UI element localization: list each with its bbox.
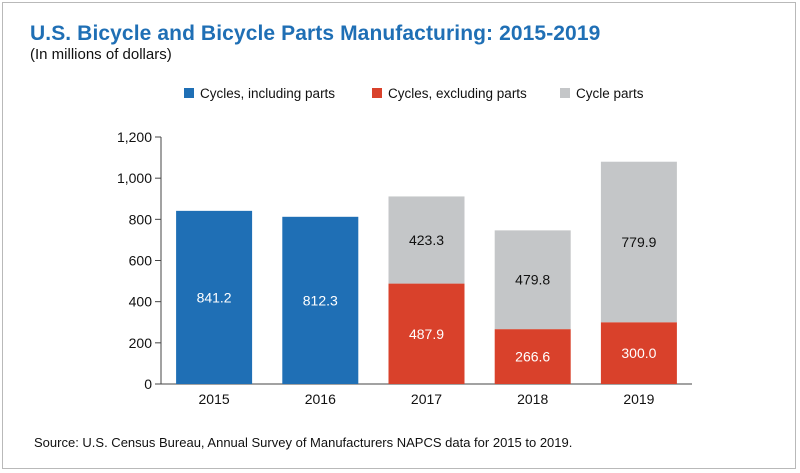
y-tick-label: 800: [129, 211, 153, 227]
y-tick-label: 0: [144, 376, 152, 392]
x-tick-label: 2018: [517, 391, 548, 407]
legend-swatch: [184, 88, 194, 98]
chart-subtitle: (In millions of dollars): [30, 46, 172, 63]
legend-swatch: [372, 88, 382, 98]
y-tick-label: 1,200: [117, 129, 152, 145]
bar-segment: [600, 322, 677, 384]
data-label: 779.9: [621, 234, 656, 250]
chart-title: U.S. Bicycle and Bicycle Parts Manufactu…: [30, 22, 601, 45]
x-tick-label: 2019: [623, 391, 654, 407]
bar-segment: [494, 329, 571, 384]
bar-segment: [282, 216, 359, 384]
y-tick-label: 400: [129, 294, 153, 310]
source-note: Source: U.S. Census Bureau, Annual Surve…: [34, 435, 573, 450]
bar-segment: [388, 283, 465, 384]
y-tick-label: 600: [129, 253, 153, 269]
y-tick-label: 200: [129, 335, 153, 351]
data-label: 266.6: [515, 349, 550, 365]
data-label: 423.3: [409, 232, 444, 248]
bar-segment: [600, 161, 677, 323]
data-label: 841.2: [197, 289, 232, 305]
y-tick-label: 1,000: [117, 170, 152, 186]
legend-swatch: [560, 88, 570, 98]
legend-label: Cycle parts: [576, 86, 644, 101]
bar-segment: [176, 210, 253, 384]
x-tick-label: 2016: [305, 391, 336, 407]
bar-segment: [494, 230, 571, 330]
data-label: 487.9: [409, 326, 444, 342]
data-label: 812.3: [303, 292, 338, 308]
bar-segment: [388, 196, 465, 284]
x-tick-label: 2017: [411, 391, 442, 407]
data-label: 479.8: [515, 272, 550, 288]
legend-label: Cycles, including parts: [200, 86, 335, 101]
legend-label: Cycles, excluding parts: [388, 86, 527, 101]
x-tick-label: 2015: [199, 391, 230, 407]
data-label: 300.0: [621, 345, 656, 361]
